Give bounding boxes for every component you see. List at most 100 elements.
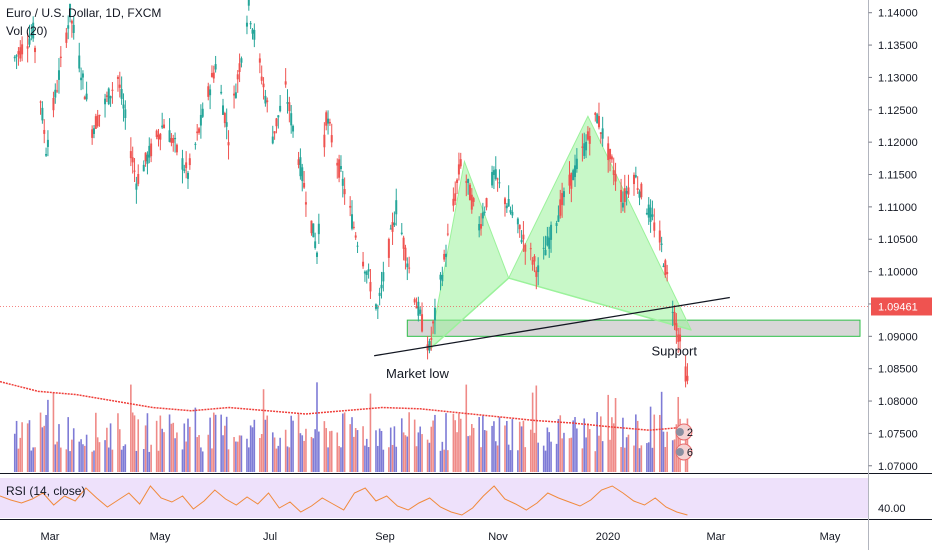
candle-body — [406, 263, 409, 268]
volume-marker-dot — [675, 428, 684, 436]
candle-body — [94, 116, 97, 129]
volume-bar — [135, 450, 138, 472]
candle-body — [69, 3, 72, 18]
volume-bar — [336, 432, 339, 472]
volume-bar — [388, 447, 390, 472]
candle-body — [26, 46, 29, 49]
candle-body — [518, 224, 521, 230]
candle-body — [454, 193, 457, 201]
candle-body — [468, 184, 471, 201]
candle-body — [548, 237, 551, 249]
candle-body — [542, 247, 545, 249]
volume-bar — [395, 446, 398, 472]
rsi-legend[interactable]: RSI (14, close) — [6, 484, 85, 498]
symbol-legend[interactable]: Euro / U.S. Dollar, 1D, FXCM — [6, 6, 161, 20]
candle-body — [65, 32, 68, 43]
volume-bar — [196, 437, 199, 472]
candle-body — [52, 97, 55, 111]
volume-bar — [227, 449, 230, 472]
volume-bar — [200, 447, 202, 472]
candle-body — [330, 135, 333, 143]
candle-body — [327, 118, 330, 124]
candle-body — [339, 166, 342, 170]
volume-bar — [375, 430, 377, 472]
price-axis-label: 1.10000 — [878, 267, 918, 279]
volume-bar — [52, 392, 55, 472]
volume-bar — [290, 415, 292, 472]
volume-bar — [480, 447, 482, 472]
time-axis-label: Nov — [488, 531, 508, 543]
price-pane[interactable] — [0, 0, 868, 473]
candle-body — [227, 142, 230, 146]
price-axis[interactable]: 1.14000 1.13500 1.13000 1.12500 1.12000 1.115… — [868, 8, 918, 473]
volume-bar — [441, 441, 444, 472]
candle-body — [96, 115, 99, 127]
volume-bar — [378, 428, 381, 472]
volume-bar — [520, 426, 523, 472]
volume-bar — [13, 433, 16, 472]
volume-ma-line — [0, 380, 688, 431]
candle-body — [599, 132, 602, 135]
time-axis-label: Mar — [707, 531, 726, 543]
volume-bar — [83, 445, 86, 472]
candle-body — [524, 244, 527, 252]
volume-bar — [465, 384, 468, 472]
candle-body — [574, 165, 577, 178]
candle-body — [233, 93, 236, 96]
volume-bar — [111, 449, 114, 472]
volume-bar — [430, 426, 433, 472]
candle-body — [70, 20, 73, 24]
trendline[interactable] — [374, 296, 730, 357]
volume-bar — [91, 451, 93, 472]
candle-body — [315, 252, 318, 257]
support-zone[interactable] — [406, 319, 861, 337]
volume-bar — [104, 440, 106, 472]
last-price-value: 1.09461 — [878, 301, 918, 313]
volume-bar — [507, 444, 510, 472]
volume-bar — [78, 441, 81, 472]
volume-bar — [212, 412, 215, 472]
candle-body — [39, 101, 42, 103]
volume-bar — [220, 414, 222, 472]
candle-body — [284, 81, 287, 85]
volume-bar — [419, 426, 422, 472]
candle-body — [105, 95, 108, 97]
volume-bar — [445, 413, 447, 472]
candle-body — [129, 151, 132, 159]
volume-bar — [568, 438, 571, 472]
volume-bar — [496, 445, 499, 472]
volume-bar — [570, 437, 573, 472]
candle-body — [395, 200, 398, 215]
volume-bar — [367, 447, 370, 472]
volume-marker-label: 6 — [687, 447, 693, 459]
volume-bar — [561, 438, 563, 472]
candle-body — [555, 223, 558, 226]
candle-body — [349, 205, 352, 208]
volume-bar — [362, 426, 364, 472]
time-axis-label: Sep — [375, 531, 395, 543]
volume-bar — [482, 415, 484, 472]
volume-bar — [609, 439, 611, 472]
volume-bar — [601, 441, 604, 472]
time-axis[interactable]: Mar May Jul Sep Nov 2020 Mar May — [41, 531, 841, 543]
volume-bar — [222, 435, 224, 472]
annotation-label: Market low — [386, 366, 449, 381]
volume-bar — [284, 429, 287, 472]
volume-bar — [649, 406, 652, 472]
candle-body — [391, 222, 394, 232]
volume-bar — [620, 447, 622, 472]
candle-body — [131, 157, 134, 163]
price-axis-label: 1.08500 — [878, 364, 918, 376]
volume-bar — [660, 391, 663, 472]
candle-body — [446, 233, 449, 235]
volume-bar — [467, 436, 469, 472]
volume-bar — [69, 451, 71, 472]
volume-bar — [452, 413, 455, 472]
candle-body — [645, 212, 648, 215]
volume-legend[interactable]: Vol (20) — [6, 24, 47, 38]
candle-body — [400, 232, 403, 234]
volume-bar — [393, 426, 396, 472]
volume-bar — [329, 431, 331, 472]
